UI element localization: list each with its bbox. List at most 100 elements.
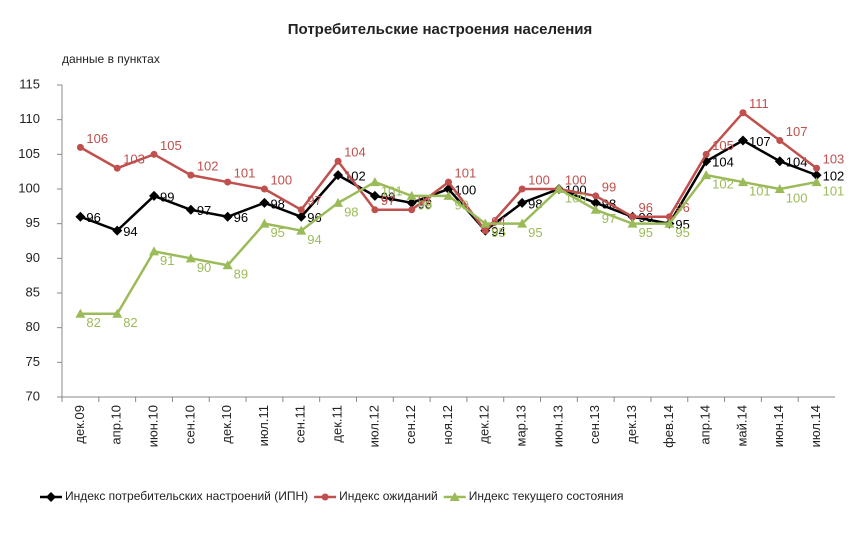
marker bbox=[185, 253, 196, 263]
x-tick-label: дек.10 bbox=[219, 405, 234, 444]
marker bbox=[553, 184, 564, 193]
x-tick-label: дек.09 bbox=[72, 405, 87, 444]
marker bbox=[449, 492, 460, 501]
data-label: 101 bbox=[823, 184, 845, 199]
data-label: 97 bbox=[307, 193, 321, 208]
marker bbox=[185, 204, 196, 215]
x-tick-label: сен.11 bbox=[293, 405, 308, 443]
data-label: 96 bbox=[86, 210, 100, 225]
marker bbox=[369, 177, 380, 187]
x-tick-label: июл.14 bbox=[808, 405, 823, 447]
x-tick-label: июн.13 bbox=[550, 405, 565, 447]
marker bbox=[333, 197, 344, 207]
data-label: 102 bbox=[197, 159, 219, 174]
marker bbox=[149, 246, 160, 256]
marker bbox=[408, 206, 416, 214]
data-label: 100 bbox=[455, 182, 477, 197]
data-label: 98 bbox=[418, 196, 432, 211]
marker bbox=[590, 204, 601, 214]
marker bbox=[333, 170, 344, 181]
x-tick-label: июн.10 bbox=[145, 405, 160, 447]
marker bbox=[296, 211, 307, 222]
marker bbox=[811, 170, 822, 181]
x-tick-label: июн.14 bbox=[771, 405, 786, 447]
data-label: 100 bbox=[786, 190, 808, 205]
x-tick-label: апр.10 bbox=[109, 405, 124, 445]
marker bbox=[627, 218, 638, 228]
marker bbox=[46, 492, 56, 502]
marker bbox=[75, 308, 86, 318]
data-label: 82 bbox=[123, 315, 137, 330]
marker bbox=[224, 178, 232, 186]
y-tick-label: 80 bbox=[26, 319, 40, 334]
data-label: 100 bbox=[270, 172, 292, 187]
x-tick-label: дек.13 bbox=[624, 405, 639, 444]
data-label: 95 bbox=[491, 225, 505, 240]
data-label: 97 bbox=[602, 211, 616, 226]
y-tick-label: 100 bbox=[18, 180, 40, 195]
x-tick-label: май.14 bbox=[734, 405, 749, 447]
marker bbox=[629, 213, 637, 221]
data-label: 101 bbox=[234, 166, 256, 181]
data-label: 100 bbox=[528, 172, 550, 187]
marker bbox=[702, 150, 710, 158]
data-label: 99 bbox=[381, 189, 395, 204]
y-tick-label: 105 bbox=[18, 146, 40, 161]
marker bbox=[737, 135, 748, 146]
data-label: 94 bbox=[491, 214, 505, 229]
data-label: 101 bbox=[749, 184, 771, 199]
y-tick-label: 70 bbox=[26, 388, 40, 403]
marker bbox=[406, 190, 417, 200]
marker bbox=[187, 171, 195, 179]
x-tick-label: сен.12 bbox=[403, 405, 418, 444]
legend-label: Индекс потребительских настроений (ИПН) bbox=[65, 489, 308, 503]
marker bbox=[774, 184, 785, 193]
marker bbox=[776, 136, 784, 144]
data-label: 99 bbox=[160, 189, 174, 204]
data-label: 111 bbox=[749, 96, 769, 111]
data-label: 91 bbox=[160, 253, 174, 268]
marker bbox=[445, 178, 452, 186]
data-label: 94 bbox=[491, 224, 505, 239]
x-tick-label: июл.11 bbox=[256, 405, 271, 446]
marker bbox=[259, 197, 270, 208]
data-label: 107 bbox=[749, 134, 771, 149]
marker bbox=[517, 218, 528, 228]
marker bbox=[737, 177, 748, 187]
marker bbox=[592, 192, 600, 200]
x-tick-label: сен.13 bbox=[587, 405, 602, 444]
marker bbox=[813, 164, 821, 172]
marker bbox=[774, 156, 785, 167]
marker bbox=[259, 218, 270, 228]
marker bbox=[739, 109, 747, 117]
y-tick-label: 90 bbox=[26, 250, 40, 265]
data-label: 98 bbox=[270, 196, 284, 211]
marker bbox=[112, 308, 123, 318]
data-label: 102 bbox=[344, 169, 366, 184]
x-tick-label: апр.14 bbox=[698, 405, 713, 445]
marker bbox=[406, 197, 417, 208]
data-label: 90 bbox=[197, 260, 211, 275]
y-tick-label: 95 bbox=[26, 215, 40, 230]
data-label: 102 bbox=[823, 169, 845, 184]
data-label: 95 bbox=[639, 225, 653, 240]
data-label: 99 bbox=[602, 179, 616, 194]
marker bbox=[664, 218, 675, 228]
data-label: 98 bbox=[528, 196, 542, 211]
data-label: 95 bbox=[528, 225, 542, 240]
legend-label: Индекс текущего состояния bbox=[469, 489, 624, 503]
marker bbox=[811, 177, 822, 187]
data-label: 94 bbox=[307, 232, 321, 247]
y-tick-label: 110 bbox=[19, 111, 40, 126]
marker bbox=[701, 170, 712, 180]
data-label: 94 bbox=[123, 224, 137, 239]
x-tick-label: мар.13 bbox=[514, 405, 529, 446]
data-label: 100 bbox=[565, 190, 587, 205]
data-label: 106 bbox=[86, 131, 108, 146]
data-label: 105 bbox=[160, 138, 182, 153]
marker bbox=[222, 211, 233, 222]
marker bbox=[222, 260, 233, 270]
marker bbox=[113, 164, 121, 172]
data-label: 99 bbox=[455, 197, 469, 212]
